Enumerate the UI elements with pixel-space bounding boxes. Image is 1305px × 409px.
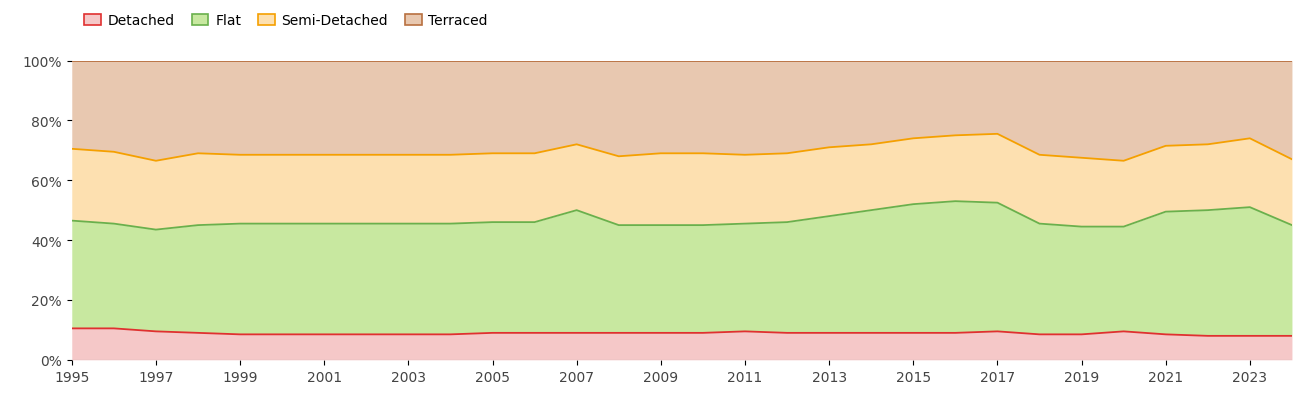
Legend: Detached, Flat, Semi-Detached, Terraced: Detached, Flat, Semi-Detached, Terraced [78,9,493,34]
